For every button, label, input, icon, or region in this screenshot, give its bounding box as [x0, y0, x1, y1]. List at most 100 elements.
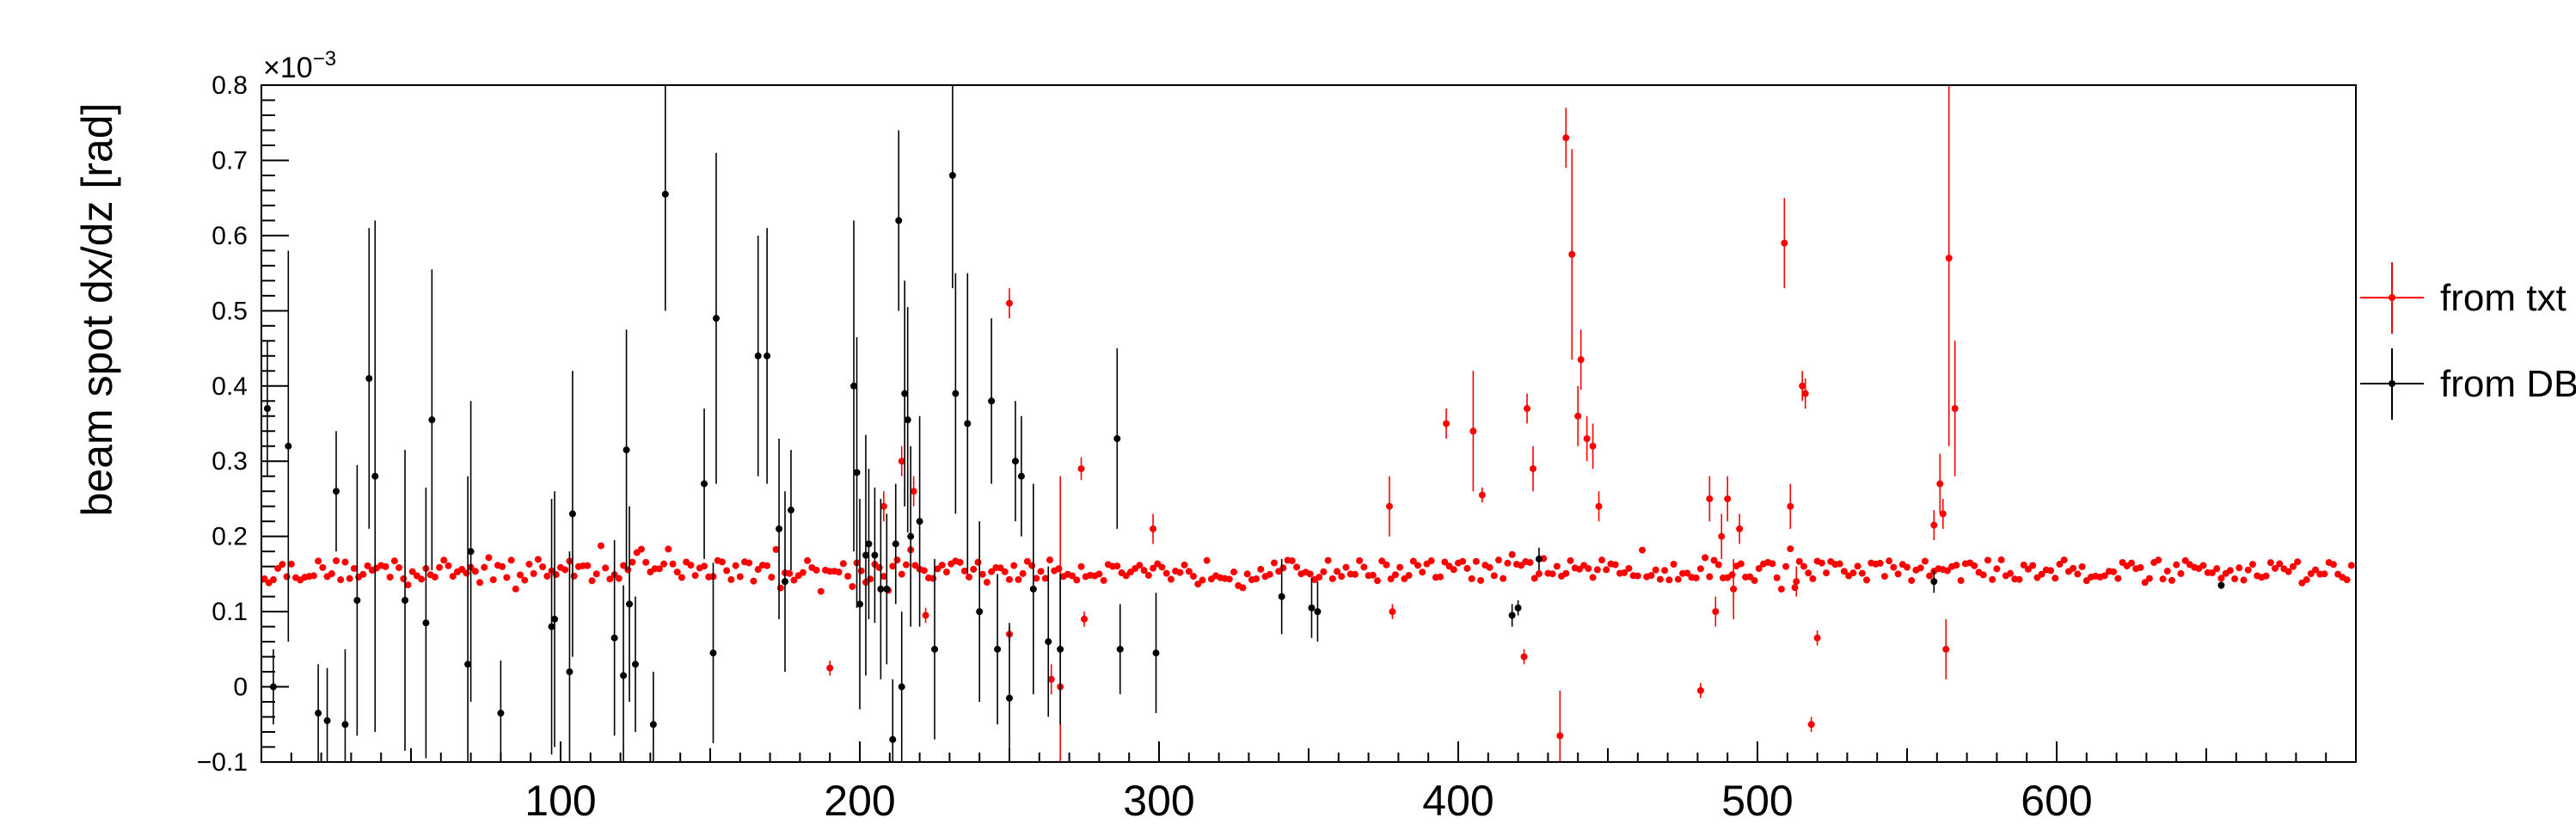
from-txt-point [786, 569, 794, 577]
from-txt-point [1951, 405, 1959, 413]
from-txt-point [1849, 569, 1857, 577]
from-txt-point [2289, 562, 2297, 570]
from-txt-point [2329, 561, 2337, 569]
from-txt-point [942, 569, 950, 576]
from-txt-point [1858, 569, 1866, 577]
from-txt-point [525, 560, 533, 568]
from-txt-point [1409, 557, 1417, 565]
from-txt-point [2321, 570, 2328, 578]
from-txt-point [1706, 573, 1714, 581]
from-txt-point [2236, 564, 2243, 572]
from-txt-point [1800, 562, 1807, 570]
from-txt-point [1953, 562, 1960, 569]
from-txt-point [499, 562, 506, 570]
x-tick-label: 600 [2021, 777, 2092, 825]
from-txt-point [1253, 575, 1260, 583]
from-txt-point [1427, 557, 1435, 565]
from-txt-point [978, 570, 986, 578]
from-txt-point [1656, 575, 1664, 583]
from-txt-point [1113, 562, 1121, 570]
from-txt-point [1360, 563, 1368, 571]
from-db-point [353, 596, 361, 604]
from-txt-point [400, 575, 408, 582]
from-txt-point [920, 567, 928, 575]
from-txt-point [310, 572, 317, 580]
from-txt-point [1391, 571, 1399, 579]
y-tick-label: −0.1 [197, 748, 248, 777]
from-txt-point [1807, 721, 1815, 728]
from-txt-point [1556, 732, 1564, 740]
from-txt-point [1787, 545, 1794, 553]
from-txt-point [364, 562, 371, 569]
from-db-point [1045, 638, 1052, 646]
from-db-point [952, 390, 960, 397]
from-txt-point [2163, 568, 2171, 575]
from-txt-point [1787, 502, 1794, 510]
from-txt-point [880, 502, 887, 510]
from-txt-point [2177, 569, 2185, 577]
from-txt-point [1589, 574, 1597, 581]
from-txt-point [1181, 561, 1188, 569]
from-txt-point [701, 562, 708, 570]
from-txt-point [1006, 299, 1013, 307]
from-txt-point [287, 560, 295, 568]
from-txt-point [1706, 495, 1714, 502]
from-txt-point [1585, 565, 1592, 573]
from-txt-point [983, 579, 991, 587]
from-txt-point [849, 582, 856, 590]
y-multiplier-exponent: −3 [313, 47, 336, 71]
from-txt-point [910, 488, 917, 495]
from-txt-point [1006, 575, 1013, 583]
from-txt-point [517, 571, 524, 579]
x-tick-label: 100 [524, 777, 596, 825]
from-txt-point [893, 556, 901, 564]
from-txt-point [1945, 255, 1953, 262]
from-txt-point [1486, 563, 1493, 571]
from-txt-point [319, 563, 327, 571]
from-txt-point [839, 560, 847, 568]
y-tick-label: 0.4 [212, 372, 248, 401]
from-db-point [994, 645, 1002, 653]
from-txt-point [1073, 576, 1081, 584]
from-db-point [1017, 472, 1025, 480]
from-txt-point [1930, 521, 1938, 529]
from-txt-point [1603, 566, 1610, 574]
from-txt-point [445, 562, 452, 569]
from-txt-point [1567, 556, 1574, 564]
from-txt-point [1684, 569, 1691, 577]
from-db-point [871, 551, 879, 559]
from-txt-point [1728, 571, 1736, 579]
from-txt-point [922, 612, 929, 619]
from-txt-point [269, 576, 277, 584]
from-txt-point [1185, 568, 1193, 575]
from-txt-point [2307, 569, 2315, 577]
from-txt-point [1989, 575, 1996, 583]
from-txt-point [1894, 570, 1902, 578]
from-txt-point [1190, 573, 1198, 581]
from-txt-point [988, 568, 996, 575]
from-txt-point [1921, 557, 1929, 565]
from-txt-point [1468, 575, 1475, 582]
from-txt-point [534, 556, 542, 563]
from-txt-point [2056, 561, 2064, 569]
from-txt-point [1194, 581, 1202, 588]
from-txt-point [1450, 566, 1457, 574]
from-db-point [323, 716, 331, 724]
from-txt-point [1469, 427, 1477, 435]
from-txt-point [938, 562, 946, 569]
from-txt-point [772, 545, 780, 553]
from-txt-point [1338, 573, 1346, 581]
from-db-point [341, 721, 349, 728]
from-txt-point [1230, 569, 1237, 576]
y-tick-label: 0.6 [212, 222, 248, 250]
from-txt-point [1639, 546, 1647, 554]
y-tick-label: 0 [233, 673, 248, 702]
from-txt-point [889, 562, 897, 570]
from-txt-point [1886, 557, 1893, 565]
from-db-point [371, 472, 379, 480]
from-txt-point [970, 565, 978, 573]
from-txt-point [1351, 570, 1359, 578]
from-db-point [620, 672, 628, 679]
from-db-point [862, 551, 869, 559]
from-txt-point [1553, 562, 1561, 570]
